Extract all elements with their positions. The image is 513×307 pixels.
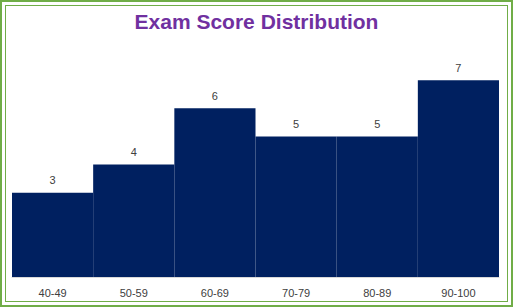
svg-text:4: 4 [131,146,137,158]
svg-text:50-59: 50-59 [120,287,148,299]
svg-text:60-69: 60-69 [201,287,229,299]
svg-text:80-89: 80-89 [363,287,391,299]
svg-text:90-100: 90-100 [441,287,475,299]
svg-text:5: 5 [374,118,380,130]
svg-text:6: 6 [212,90,218,102]
svg-text:70-79: 70-79 [282,287,310,299]
svg-text:7: 7 [455,62,461,74]
svg-text:5: 5 [293,118,299,130]
svg-text:Exam Score Distribution: Exam Score Distribution [135,10,379,33]
svg-text:3: 3 [50,174,56,186]
svg-text:40-49: 40-49 [39,287,67,299]
